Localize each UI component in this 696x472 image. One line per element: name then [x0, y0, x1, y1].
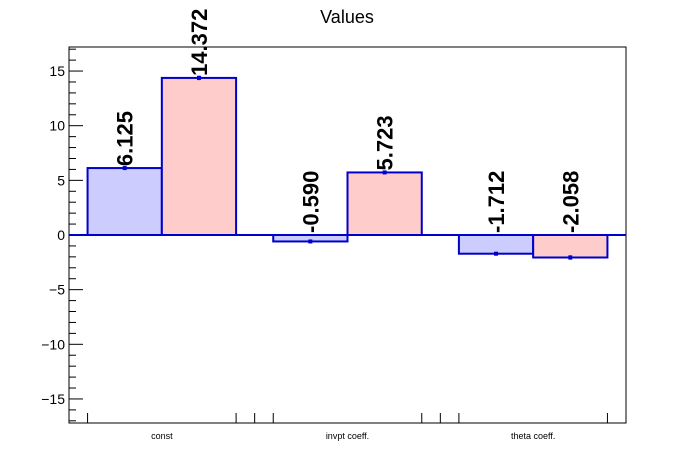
- bar-marker: [196, 75, 201, 80]
- y-tick-label: 5: [57, 172, 65, 188]
- bar-value-label: -0.590: [298, 171, 323, 233]
- bar: [532, 234, 609, 259]
- bar: [160, 76, 238, 237]
- bar: [457, 234, 535, 255]
- x-category-label: invpt coeff.: [326, 431, 369, 441]
- bar-marker: [382, 170, 387, 175]
- y-tick-label: −10: [41, 336, 65, 352]
- y-tick-label: 10: [49, 118, 65, 134]
- y-tick-label: 0: [57, 227, 65, 243]
- bar-labels: 6.125 -0.590 -1.712 14.372 5.723 -2.058: [113, 9, 584, 233]
- bar-value-label: 14.372: [187, 9, 212, 76]
- bar-value-label: 5.723: [373, 115, 398, 170]
- chart-title: Values: [320, 7, 374, 27]
- bar-marker: [308, 239, 313, 244]
- x-category-label: theta coeff.: [511, 431, 555, 441]
- bar-marker: [494, 251, 499, 256]
- bar: [346, 171, 423, 236]
- y-tick-label: −5: [49, 282, 65, 298]
- x-axis: const invpt coeff. theta coeff.: [68, 413, 627, 441]
- bar: [86, 167, 163, 236]
- y-tick-label: −15: [41, 391, 65, 407]
- bar-value-label: -1.712: [484, 171, 509, 233]
- y-axis: −15 −10 −5 0 5 10 15: [41, 48, 83, 422]
- bar-marker: [122, 166, 127, 171]
- bars: [86, 75, 609, 260]
- y-tick-label: 15: [49, 63, 65, 79]
- x-category-label: const: [151, 431, 173, 441]
- bar-value-label: -2.058: [558, 171, 583, 233]
- bar-marker: [568, 255, 573, 260]
- bar-value-label: 6.125: [113, 111, 138, 166]
